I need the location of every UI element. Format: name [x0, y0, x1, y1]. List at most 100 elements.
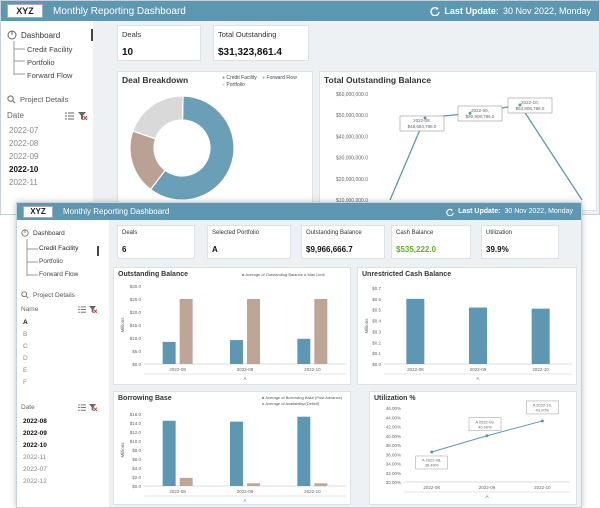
total-outstanding-callout-value: $54,808,786.0: [516, 106, 545, 111]
front-name-item[interactable]: F: [23, 379, 27, 386]
ucChart-bar: [469, 307, 487, 364]
obChart-y-tick: $25.0: [130, 297, 142, 302]
front-last-update: Last Update: 30 Nov 2022, Monday: [446, 208, 573, 216]
legend-credit-facility: Credit Facility: [226, 75, 257, 81]
front-kpi-cash-balance-label: Cash Balance: [396, 230, 434, 236]
back-nav-tree-lines: [13, 41, 25, 75]
multi-select-icon[interactable]: [78, 404, 86, 411]
front-dashboard-window: XYZ Monthly Reporting Dashboard Last Upd…: [16, 202, 582, 508]
bbChart-y-tick: $6.0: [132, 457, 141, 462]
back-sidebar: Dashboard Credit Facility Portfolio Forw…: [1, 21, 93, 214]
back-header-bar: XYZ Monthly Reporting Dashboard Last Upd…: [1, 1, 599, 21]
back-date-item-selected[interactable]: 2022-10: [9, 165, 39, 174]
obChart-y-label: Millions: [120, 317, 125, 333]
back-nav-portfolio[interactable]: Portfolio: [27, 58, 55, 67]
back-nav-credit-facility[interactable]: Credit Facility: [27, 45, 73, 54]
utilization-y-tick: 40.00%: [386, 434, 401, 439]
back-last-update: Last Update: 30 Nov 2022, Monday: [430, 6, 591, 16]
front-dashboard-title: Monthly Reporting Dashboard: [63, 207, 170, 216]
front-nav-tree-lines: [26, 239, 38, 276]
front-kpi-deals-value: 6: [122, 245, 127, 254]
front-name-item-selected[interactable]: A: [23, 319, 28, 326]
bbChart-x-tick: 2022-08: [169, 489, 186, 494]
back-dashboard-title: Monthly Reporting Dashboard: [53, 5, 186, 17]
ucChart-x-tick: 2022-10: [532, 367, 549, 372]
front-name-item[interactable]: D: [23, 355, 28, 362]
utilization-line-chart: 46.00% 44.00% 42.00% 40.00% 38.00% 36.00% 34.0…: [386, 400, 570, 499]
back-sidebar-scrollbar[interactable]: [91, 29, 93, 41]
refresh-icon[interactable]: [446, 208, 454, 216]
front-date-item-selected[interactable]: 2022-10: [23, 442, 47, 449]
back-deal-breakdown-card: Deal Breakdown ● Credit Facility ● Forwa…: [117, 71, 313, 211]
front-date-item[interactable]: 2022-07: [23, 466, 47, 473]
legend-avg-outstanding: Average of Outstanding Balance: [245, 272, 303, 277]
obChart-x-group-label: A: [243, 376, 246, 381]
utilization-callout-value: 40.00%: [478, 424, 492, 429]
back-project-details[interactable]: Project Details: [7, 95, 68, 104]
front-nav-credit-facility[interactable]: Credit Facility: [39, 245, 79, 252]
back-kpi-deals-value: 10: [122, 47, 134, 58]
bbChart-bar: [162, 420, 176, 486]
back-date-item[interactable]: 2022-07: [9, 126, 39, 135]
front-project-details[interactable]: Project Details: [21, 291, 75, 299]
back-date-list-header: Date: [7, 111, 87, 120]
bbChart-bar: [314, 483, 328, 486]
borrowing-base-card: Borrowing Base ■ Average of Borrowing Ba…: [113, 391, 351, 505]
utilization-point: [430, 450, 434, 454]
back-last-update-label: Last Update:: [444, 6, 499, 16]
front-date-item[interactable]: 2022-12: [23, 478, 47, 485]
front-nav-forward-flow[interactable]: Forward Flow: [39, 271, 79, 278]
front-date-item-selected[interactable]: 2022-09: [23, 430, 47, 437]
utilization-card: Utilization % 46.00% 44.00% 42.00% 40.00% 38…: [369, 391, 577, 505]
clear-filter-icon[interactable]: [89, 306, 97, 313]
clear-filter-icon[interactable]: [78, 111, 87, 120]
front-kpi-outstanding-balance-value: $9,966,666.7: [306, 245, 353, 254]
back-date-item[interactable]: 2022-09: [9, 152, 39, 161]
multi-select-icon[interactable]: [78, 306, 86, 313]
total-outstanding-y-tick: $30,000,000.0: [336, 156, 368, 162]
bbChart-x-tick: 2022-09: [237, 489, 254, 494]
obChart-bar: [179, 299, 193, 364]
clear-filter-icon[interactable]: [89, 404, 97, 411]
front-date-item-selected[interactable]: 2022-08: [23, 418, 47, 425]
ucChart-y-tick: $0.4: [372, 319, 381, 324]
obChart-bar: [297, 338, 311, 364]
utilization-point: [485, 434, 489, 438]
utilization-y-tick: 30.00%: [386, 480, 401, 485]
front-name-item[interactable]: B: [23, 331, 28, 338]
multi-select-icon[interactable]: [65, 112, 74, 120]
bbChart-bar: [297, 416, 311, 486]
back-last-update-value: 30 Nov 2022, Monday: [502, 6, 591, 16]
front-nav-portfolio[interactable]: Portfolio: [39, 258, 63, 265]
utilization-callout-value: 43.20%: [536, 407, 550, 412]
ucChart-y-tick: $0.3: [372, 329, 381, 334]
bbChart-bar: [247, 483, 260, 486]
ucChart-x-tick: 2022-09: [470, 367, 487, 372]
front-name-item[interactable]: E: [23, 367, 28, 374]
front-kpi-utilization: Utilization 39.9%: [481, 225, 559, 259]
utilization-callout-box: [526, 400, 559, 415]
back-nav-dashboard[interactable]: Dashboard: [7, 30, 60, 40]
utilization-y-tick: 36.00%: [386, 452, 401, 457]
front-nav-dashboard-label: Dashboard: [33, 229, 65, 237]
utilization-x-tick: 2022-10: [534, 485, 551, 490]
bbChart-y-tick: $8.0: [132, 448, 141, 453]
refresh-icon[interactable]: [430, 6, 441, 16]
back-kpi-deals-label: Deals: [122, 30, 142, 39]
front-kpi-utilization-value: 39.9%: [486, 245, 509, 254]
front-date-item[interactable]: 2022-11: [23, 454, 47, 461]
back-logo: XYZ: [7, 4, 43, 18]
front-nav-dashboard[interactable]: Dashboard: [21, 229, 65, 237]
unrestricted-cash-title: Unrestricted Cash Balance: [362, 271, 452, 278]
back-deal-breakdown-legend: ● Credit Facility ● Forward Flow ● Portf…: [222, 75, 297, 88]
back-date-item[interactable]: 2022-11: [9, 178, 38, 187]
front-kpi-cash-balance: Cash Balance $535,222.0: [391, 225, 471, 259]
ucChart-y-label: Millions: [364, 318, 369, 334]
front-sidebar-scrollbar[interactable]: [97, 246, 99, 256]
back-date-item[interactable]: 2022-08: [9, 139, 39, 148]
back-kpi-deals: Deals 10: [117, 25, 201, 61]
total-outstanding-callout-box: [507, 97, 553, 114]
back-nav-forward-flow[interactable]: Forward Flow: [27, 71, 73, 80]
front-name-item[interactable]: C: [23, 343, 28, 350]
utilization-x-tick: 2022-09: [479, 485, 496, 490]
